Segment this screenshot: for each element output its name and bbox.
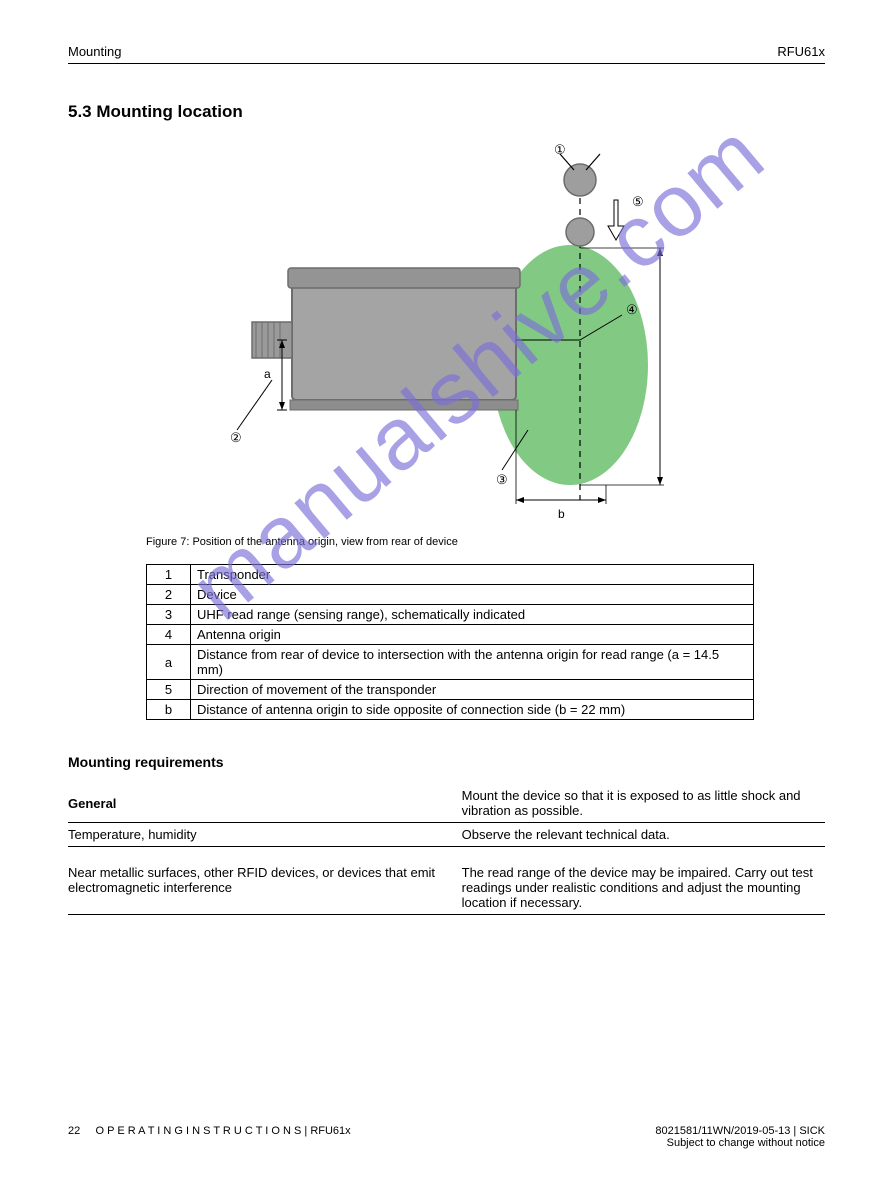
legend-text: Device: [191, 585, 754, 605]
section-title: 5.3 Mounting location: [68, 102, 825, 122]
requirements-table: General Mount the device so that it is e…: [68, 784, 825, 915]
footer-disclaimer: Subject to change without notice: [655, 1137, 825, 1149]
legend-id: 4: [147, 625, 191, 645]
legend-row: 5Direction of movement of the transponde…: [147, 680, 754, 700]
svg-text:①: ①: [554, 142, 566, 157]
svg-text:a: a: [264, 367, 271, 381]
legend-id: 3: [147, 605, 191, 625]
header-left: Mounting: [68, 44, 121, 59]
legend-id: b: [147, 700, 191, 720]
req-cell: The read range of the device may be impa…: [462, 861, 825, 915]
header-right: RFU61x: [777, 44, 825, 59]
footer-right: 8021581/11WN/2019-05-13 | SICK Subject t…: [655, 1125, 825, 1149]
diagram-container: ① ② ③ ④ ⑤ a b: [68, 140, 825, 530]
legend-row: aDistance from rear of device to interse…: [147, 645, 754, 680]
req-header: General: [68, 784, 462, 823]
footer-product: | RFU61x: [304, 1125, 350, 1137]
legend-row: 4Antenna origin: [147, 625, 754, 645]
req-cell: Mount the device so that it is exposed t…: [462, 784, 825, 823]
legend-id: 1: [147, 565, 191, 585]
legend-id: a: [147, 645, 191, 680]
legend-text: Transponder: [191, 565, 754, 585]
legend-text: Antenna origin: [191, 625, 754, 645]
legend-table: 1Transponder 2Device 3UHF read range (se…: [146, 564, 754, 720]
req-cell: Observe the relevant technical data.: [462, 823, 825, 847]
legend-id: 5: [147, 680, 191, 700]
legend-row: 2Device: [147, 585, 754, 605]
footer-doc-id: 8021581/11WN/2019-05-13 | SICK: [655, 1125, 825, 1137]
legend-text: Distance from rear of device to intersec…: [191, 645, 754, 680]
legend-row: bDistance of antenna origin to side oppo…: [147, 700, 754, 720]
page-header: Mounting RFU61x: [68, 44, 825, 64]
svg-text:⑤: ⑤: [632, 194, 644, 209]
svg-text:④: ④: [626, 302, 638, 317]
subsection-title: Mounting requirements: [68, 754, 825, 770]
legend-id: 2: [147, 585, 191, 605]
legend-row: 1Transponder: [147, 565, 754, 585]
svg-text:③: ③: [496, 472, 508, 487]
mounting-diagram: ① ② ③ ④ ⑤ a b: [182, 140, 712, 530]
legend-text: Distance of antenna origin to side oppos…: [191, 700, 754, 720]
req-cell: Temperature, humidity: [68, 823, 462, 847]
legend-row: 3UHF read range (sensing range), schemat…: [147, 605, 754, 625]
svg-text:b: b: [558, 507, 565, 521]
svg-text:②: ②: [230, 430, 242, 445]
req-cell: Near metallic surfaces, other RFID devic…: [68, 861, 462, 915]
legend-text: UHF read range (sensing range), schemati…: [191, 605, 754, 625]
page-number: 22: [68, 1125, 80, 1137]
footer-left: 22 O P E R A T I N G I N S T R U C T I O…: [68, 1125, 351, 1149]
figure-caption: Figure 7: Position of the antenna origin…: [146, 536, 825, 548]
page-footer: 22 O P E R A T I N G I N S T R U C T I O…: [68, 1125, 825, 1149]
footer-doc-type: O P E R A T I N G I N S T R U C T I O N …: [96, 1125, 302, 1137]
legend-text: Direction of movement of the transponder: [191, 680, 754, 700]
